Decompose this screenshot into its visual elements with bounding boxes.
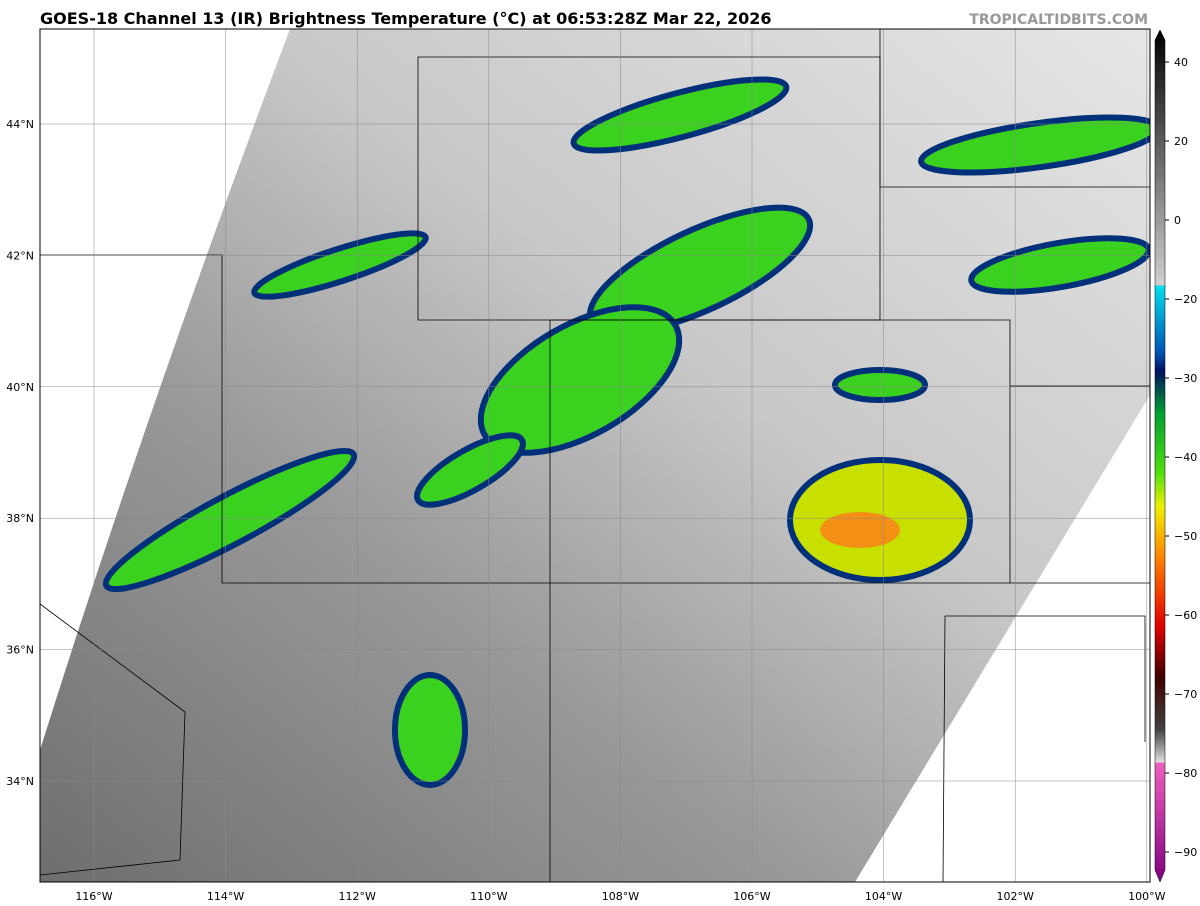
colorbar-label: −90 <box>1174 846 1197 859</box>
colorbar <box>1154 29 1166 883</box>
cloud-tops <box>102 76 1150 788</box>
credit: TROPICALTIDBITS.COM <box>969 12 1148 28</box>
colorbar-label: −80 <box>1174 767 1197 780</box>
colorbar-label: −60 <box>1174 609 1197 622</box>
lat-label: 34°N <box>6 775 34 788</box>
colorbar-label: 0 <box>1174 214 1181 227</box>
colorbar-label: 20 <box>1174 135 1188 148</box>
lon-label: 104°W <box>865 890 902 903</box>
lon-label: 112°W <box>339 890 376 903</box>
lon-label: 114°W <box>207 890 244 903</box>
lat-label: 38°N <box>6 512 34 525</box>
colorbar-label: 40 <box>1174 56 1188 69</box>
imagery <box>40 29 1150 882</box>
lat-label: 44°N <box>6 118 34 131</box>
lon-label: 110°W <box>470 890 507 903</box>
colorbar-label: −70 <box>1174 688 1197 701</box>
lon-label: 106°W <box>733 890 770 903</box>
graticule <box>40 29 1150 882</box>
colorbar-label: −40 <box>1174 451 1197 464</box>
lat-label: 40°N <box>6 381 34 394</box>
lon-label: 116°W <box>75 890 112 903</box>
cold-core <box>820 512 900 548</box>
satellite-swath <box>40 29 1150 882</box>
lat-label: 36°N <box>6 644 34 657</box>
lon-label: 108°W <box>602 890 639 903</box>
title: GOES-18 Channel 13 (IR) Brightness Tempe… <box>40 9 772 28</box>
colorbar-label: −30 <box>1174 372 1197 385</box>
lat-label: 42°N <box>6 249 34 262</box>
lon-label: 100°W <box>1128 890 1165 903</box>
map-frame <box>39 28 1151 883</box>
borders <box>40 29 1150 882</box>
lon-label: 102°W <box>997 890 1034 903</box>
colorbar-label: −50 <box>1174 530 1197 543</box>
colorbar-label: −20 <box>1174 293 1197 306</box>
